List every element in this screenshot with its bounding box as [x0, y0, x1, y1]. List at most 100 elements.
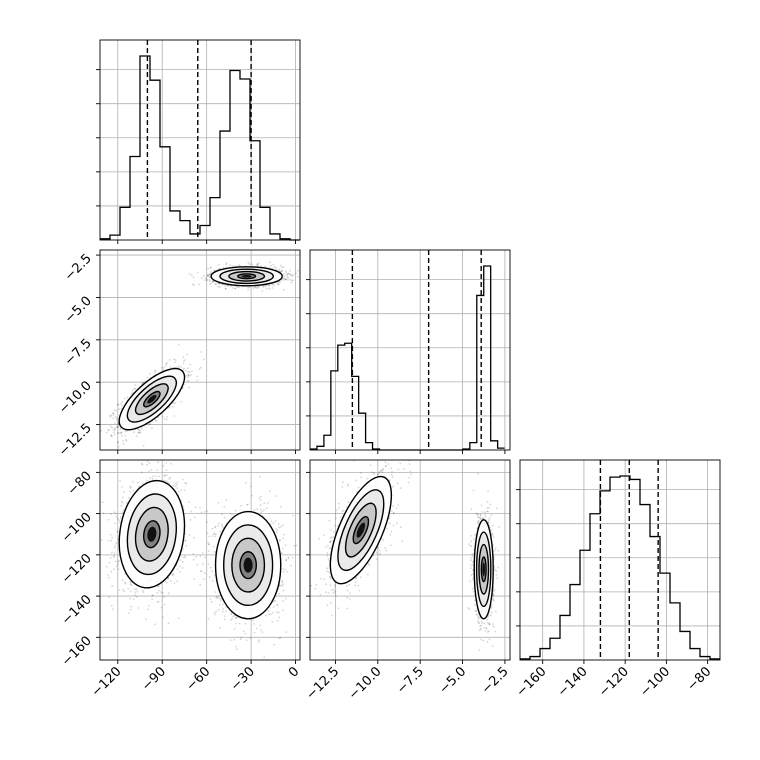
scatter-point	[121, 588, 124, 591]
scatter-point	[113, 568, 115, 571]
scatter-point	[164, 364, 167, 367]
scatter-point	[296, 269, 299, 272]
scatter-point	[230, 285, 233, 288]
scatter-point	[174, 402, 177, 405]
scatter-point	[113, 552, 116, 555]
scatter-point	[282, 524, 284, 526]
scatter-point	[117, 445, 120, 448]
scatter-point	[167, 622, 170, 625]
scatter-point	[214, 283, 217, 286]
scatter-point	[289, 278, 292, 281]
scatter-point	[112, 413, 115, 416]
scatter-point	[225, 263, 228, 266]
scatter-point	[173, 582, 176, 585]
scatter-point	[215, 596, 218, 599]
panel-border	[99, 249, 301, 451]
scatter-point	[134, 594, 137, 597]
scatter-point	[210, 282, 213, 285]
scatter-point	[120, 432, 123, 435]
scatter-point	[268, 284, 270, 287]
scatter-point	[117, 519, 120, 521]
scatter-point	[161, 591, 164, 594]
scatter-point	[107, 574, 109, 576]
scatter-point	[109, 415, 112, 418]
scatter-point	[117, 426, 120, 428]
scatter-point	[182, 556, 185, 559]
scatter-point	[121, 486, 123, 488]
scatter-point	[213, 611, 216, 614]
scatter-point	[149, 372, 151, 375]
scatter-point	[123, 590, 125, 593]
scatter-point	[110, 513, 112, 515]
scatter-point	[209, 273, 212, 275]
scatter-point	[142, 591, 145, 594]
scatter-point	[139, 429, 142, 432]
scatter-point	[252, 287, 255, 289]
scatter-point	[214, 613, 216, 616]
scatter-point	[108, 429, 110, 432]
scatter-point	[187, 376, 189, 379]
scatter-point	[160, 606, 163, 609]
scatter-point	[165, 480, 168, 483]
scatter-point	[149, 422, 152, 425]
scatter-point	[114, 544, 117, 547]
scatter-point	[233, 628, 236, 630]
scatter-point	[119, 432, 121, 434]
density-peak	[241, 274, 252, 278]
scatter-point	[141, 381, 144, 384]
scatter-point	[210, 600, 213, 603]
scatter-point	[179, 559, 182, 562]
scatter-point	[257, 264, 259, 266]
scatter-point	[258, 497, 261, 499]
scatter-point	[129, 590, 132, 593]
scatter-point	[117, 403, 120, 406]
scatter-point	[286, 275, 289, 278]
scatter-point	[184, 359, 187, 361]
scatter-point	[121, 404, 123, 407]
scatter-point	[173, 358, 176, 361]
scatter-point	[280, 525, 282, 528]
scatter-point	[157, 600, 160, 603]
scatter-point	[259, 495, 262, 498]
scatter-point	[280, 270, 282, 273]
scatter-point	[109, 533, 112, 536]
scatter-point	[168, 406, 171, 409]
scatter-point	[137, 481, 139, 484]
scatter-point	[279, 264, 282, 267]
scatter-point	[113, 511, 116, 514]
scatter-point	[271, 287, 274, 289]
scatter-point	[184, 482, 187, 484]
scatter-point	[283, 275, 286, 278]
scatter-point	[182, 369, 185, 372]
scatter-point	[118, 559, 120, 562]
scatter-point	[199, 366, 202, 369]
scatter-point	[273, 643, 276, 646]
scatter-point	[256, 262, 259, 265]
scatter-point	[260, 511, 262, 514]
scatter-point	[184, 539, 187, 542]
scatter-point	[115, 565, 118, 568]
scatter-point	[263, 502, 266, 505]
scatter-point	[105, 565, 108, 568]
scatter-point	[121, 579, 124, 582]
scatter-point	[116, 425, 119, 428]
scatter-point	[212, 280, 215, 283]
scatter-point	[209, 598, 212, 600]
scatter-point	[121, 501, 124, 504]
panel-background	[520, 460, 720, 660]
scatter-point	[213, 269, 216, 272]
scatter-point	[281, 547, 284, 550]
scatter-point	[165, 362, 168, 365]
scatter-point	[113, 433, 116, 436]
scatter-point	[234, 287, 236, 290]
scatter-point	[125, 440, 128, 442]
scatter-point	[117, 432, 119, 435]
scatter-point	[279, 269, 281, 272]
scatter-point	[154, 475, 157, 477]
scatter-point	[253, 286, 256, 289]
scatter-point	[166, 362, 169, 364]
scatter-point	[208, 278, 211, 281]
scatter-point	[141, 589, 144, 592]
scatter-point	[125, 438, 128, 441]
